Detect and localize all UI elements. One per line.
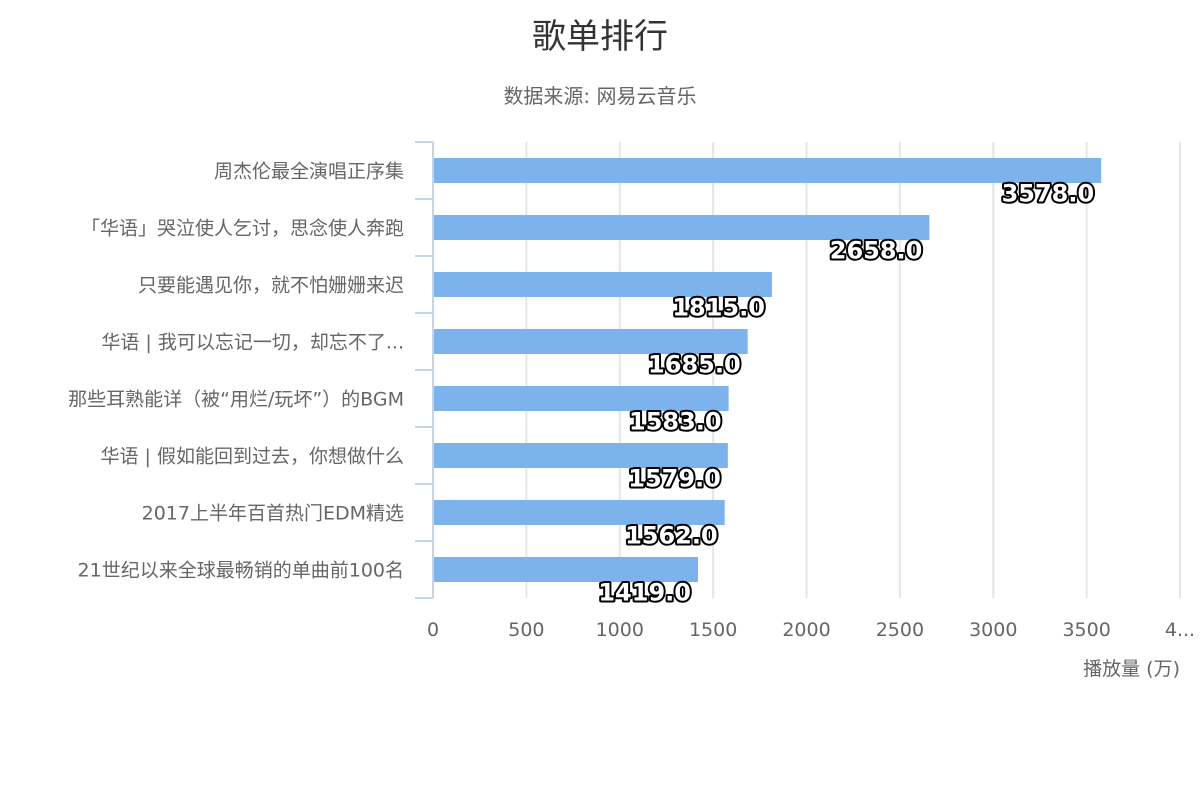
category-label: 华语 | 我可以忘记一切，却忘不了... (101, 332, 404, 354)
category-label: 周杰伦最全演唱正序集 (214, 161, 404, 183)
category-label: 华语 | 假如能回到过去，你想做什么 (101, 446, 404, 468)
bar (434, 557, 698, 582)
x-axis-title: 播放量 (万) (1083, 658, 1180, 680)
x-tick-label: 2000 (782, 619, 830, 641)
labels: 周杰伦最全演唱正序集 3578.0 「华语」哭泣使人乞讨，思念使人奔跑 2658.0 只… (68, 161, 1096, 609)
data-label: 3578.0 (1002, 180, 1095, 208)
x-tick-label: 500 (508, 619, 544, 641)
data-label: 1685.0 (648, 351, 741, 379)
data-label: 1419.0 (598, 579, 691, 607)
chart-subtitle: 数据来源: 网易云音乐 (503, 84, 696, 108)
x-tick-label: 1000 (596, 619, 644, 641)
category-label: 2017上半年百首热门EDM精选 (142, 503, 404, 525)
data-label: 1579.0 (628, 465, 721, 493)
data-label: 1562.0 (625, 522, 718, 550)
bar (434, 443, 728, 468)
category-label: 那些耳熟能详（被“用烂/玩坏”）的BGM (68, 389, 404, 411)
bars (434, 158, 1102, 582)
bar (434, 272, 772, 297)
bar (434, 329, 748, 354)
x-tick-label: 3000 (969, 619, 1017, 641)
category-label: 只要能遇见你，就不怕姗姗来迟 (138, 275, 404, 297)
x-tick-label: 0 (427, 619, 439, 641)
x-tick-label: 3500 (1062, 619, 1110, 641)
x-tick-label: 1500 (689, 619, 737, 641)
data-label: 1583.0 (629, 408, 722, 436)
bar (434, 158, 1102, 183)
data-label: 1815.0 (672, 294, 765, 322)
category-label: 21世纪以来全球最畅销的单曲前100名 (78, 560, 404, 582)
bar (434, 215, 930, 240)
axes: 0 500 1000 1500 2000 2500 3000 3500 4... (415, 141, 1195, 641)
data-label: 2658.0 (830, 237, 923, 265)
x-tick-label: 2500 (876, 619, 924, 641)
bar (434, 386, 729, 411)
x-tick-label: 4... (1165, 619, 1195, 641)
bar (434, 500, 725, 525)
category-label: 「华语」哭泣使人乞讨，思念使人奔跑 (81, 217, 404, 240)
chart-title: 歌单排行 (532, 17, 668, 57)
